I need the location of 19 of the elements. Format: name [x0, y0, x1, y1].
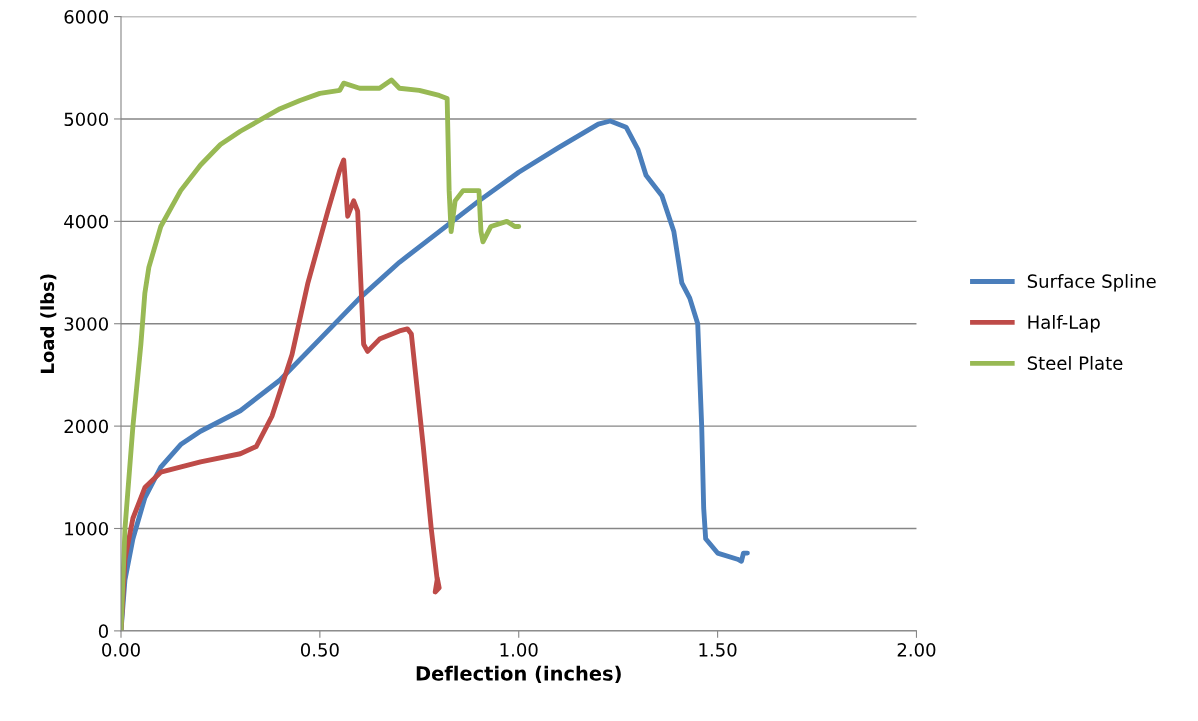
x-tick-label: 0.50 [300, 643, 339, 657]
y-tick-label: 3000 [64, 317, 108, 331]
x-tick-label: 0.00 [102, 643, 140, 657]
y-tick-label: 5000 [64, 112, 108, 127]
line-series [121, 77, 522, 631]
x-tick-label: 2.00 [897, 643, 936, 657]
x-tick-label: 1.50 [699, 643, 737, 657]
y-axis-title: Load (lbs) [40, 274, 57, 373]
legend-label: Steel Plate [1027, 355, 1123, 370]
x-axis-title: Deflection (inches) [416, 665, 621, 684]
legend-label: Surface Spline [1027, 274, 1156, 292]
x-tick-label: 1.00 [500, 643, 538, 657]
line-series [121, 118, 750, 631]
y-tick-label: 0 [98, 624, 108, 638]
y-tick-label: 1000 [65, 521, 108, 536]
y-tick-label: 6000 [64, 10, 108, 24]
y-tick-label: 4000 [64, 214, 108, 229]
legend-label: Half-Lap [1028, 314, 1100, 333]
y-tick-label: 2000 [64, 419, 108, 434]
